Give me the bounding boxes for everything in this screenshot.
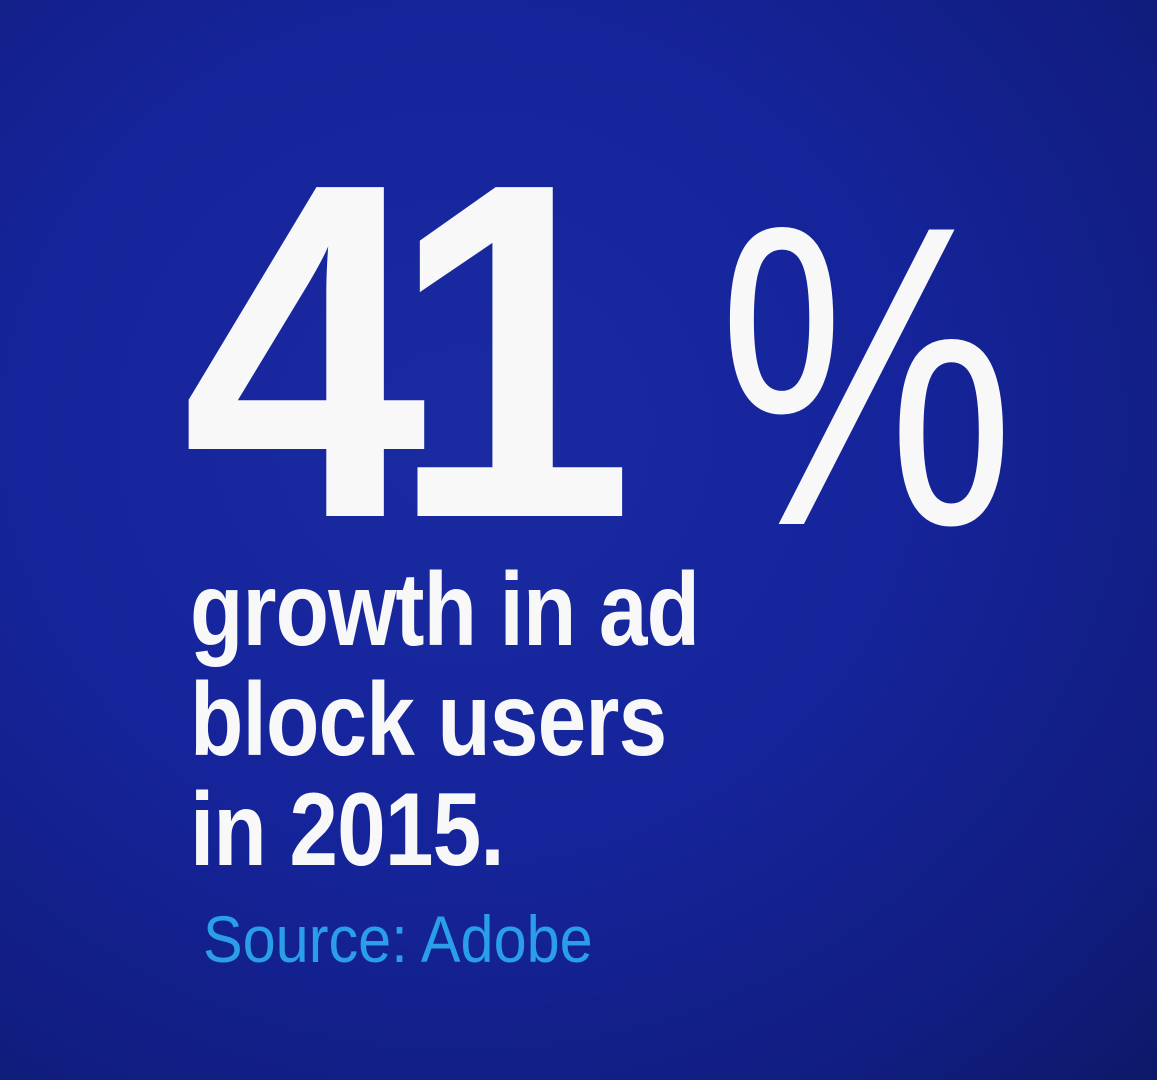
description-line: block users	[190, 662, 667, 778]
stat-description: growth in ad block users in 2015.	[190, 552, 700, 888]
description-line: in 2015.	[190, 772, 505, 888]
stat-number: 41	[182, 84, 634, 618]
source-citation: Source: Adobe	[203, 902, 593, 976]
description-line: growth in ad	[190, 552, 700, 668]
percent-sign: %	[718, 137, 1015, 615]
